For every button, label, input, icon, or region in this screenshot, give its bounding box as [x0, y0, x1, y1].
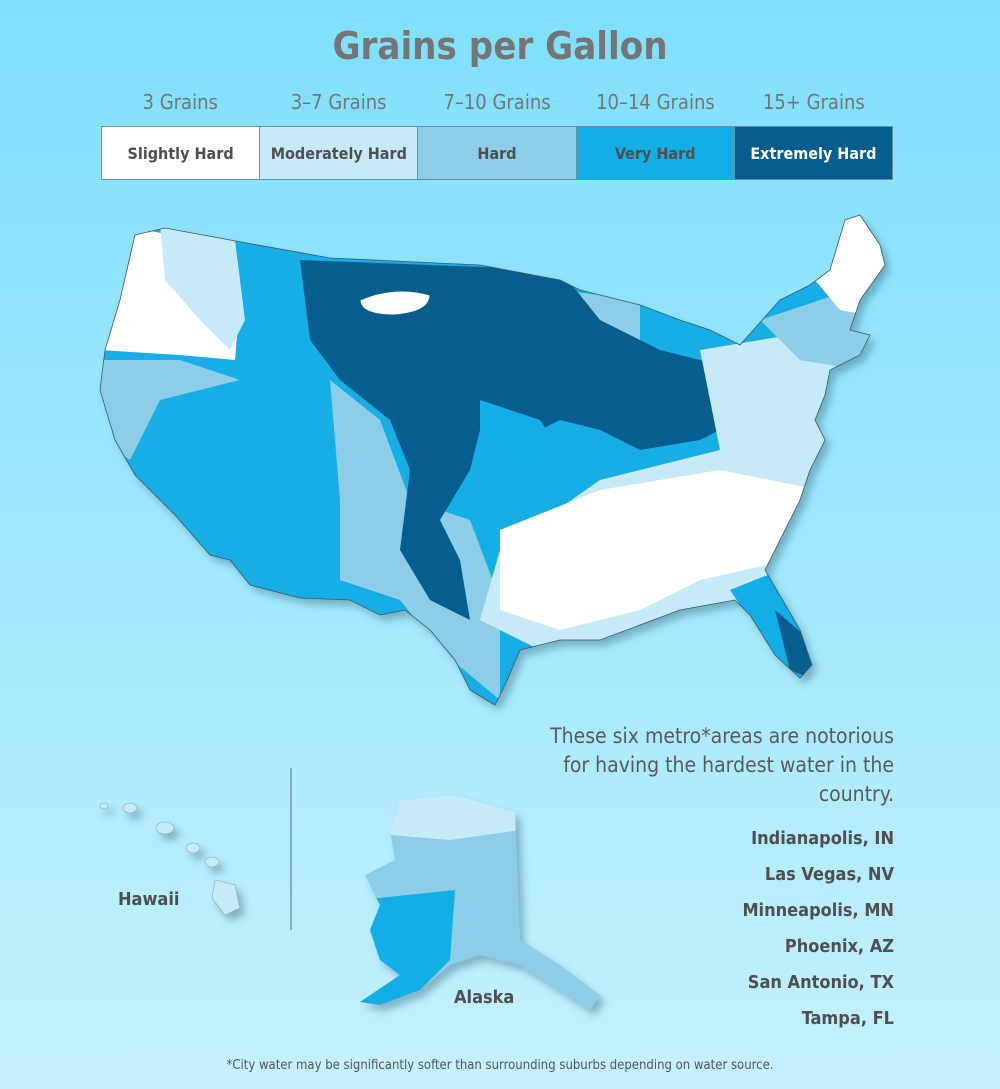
region-slightly-hard-dakota [359, 290, 431, 316]
legend-very-hard: Very Hard [576, 127, 735, 179]
region-moderately-hard-northwest [160, 225, 245, 350]
hawaii-label: Hawaii [118, 889, 180, 910]
grain-range: 3 Grains [142, 90, 218, 114]
city-list: Indianapolis, IN Las Vegas, NV Minneapol… [742, 828, 894, 1044]
hardest-water-blurb: These six metro*areas are notorious for … [550, 724, 894, 806]
region-hard-west [100, 360, 240, 460]
contiguous-us [99, 214, 886, 706]
hardness-legend: Slightly Hard Moderately Hard Hard Very … [101, 126, 893, 180]
page-title: Grains per Gallon [332, 24, 668, 68]
legend-hard: Hard [418, 127, 577, 179]
city-item: Tampa, FL [801, 1008, 894, 1029]
hawaii [99, 802, 241, 916]
grain-range: 10–14 Grains [596, 90, 715, 114]
region-extremely-hard-florida [775, 610, 815, 680]
grain-range: 15+ Grains [762, 90, 865, 114]
region-slightly-hard-southeast [500, 470, 820, 630]
city-item: Phoenix, AZ [784, 936, 894, 957]
footnote: *City water may be significantly softer … [226, 1058, 774, 1073]
legend-moderately-hard: Moderately Hard [260, 127, 419, 179]
city-item: San Antonio, TX [747, 972, 894, 993]
legend-extremely-hard: Extremely Hard [734, 127, 893, 179]
alaska [360, 795, 600, 1010]
city-item: Indianapolis, IN [751, 828, 894, 849]
grain-range: 3–7 Grains [290, 90, 387, 114]
region-very-hard-plains [480, 400, 560, 470]
city-item: Minneapolis, MN [742, 900, 894, 921]
legend-slightly-hard: Slightly Hard [102, 127, 261, 179]
grain-ranges: 3 Grains 3–7 Grains 7–10 Grains 10–14 Gr… [101, 90, 893, 114]
grain-range: 7–10 Grains [443, 90, 551, 114]
city-item: Las Vegas, NV [764, 864, 894, 885]
alaska-label: Alaska [454, 987, 515, 1008]
